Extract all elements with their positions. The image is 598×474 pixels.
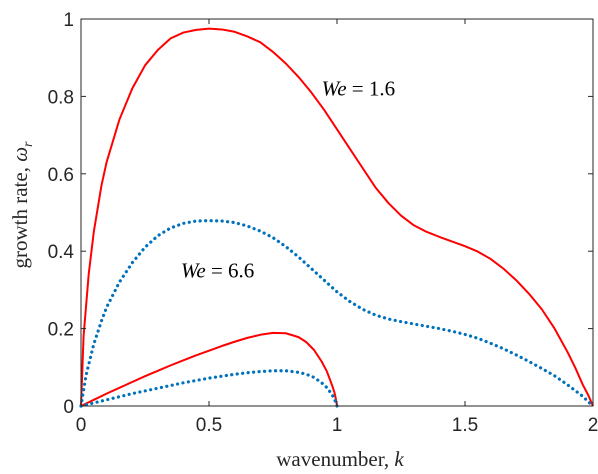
x-tick-label: 1 (332, 415, 343, 436)
x-tick-label: 0.5 (196, 415, 222, 436)
y-tick-label: 1 (63, 10, 74, 31)
annotations: We = 1.6 We = 6.6 (181, 77, 395, 283)
annotation-label: We = 6.6 (181, 259, 254, 283)
y-tick-label: 0.8 (48, 87, 74, 108)
annotation-label: We = 1.6 (322, 77, 395, 101)
x-tick-label: 1.5 (452, 415, 478, 436)
series-layer (79, 27, 595, 408)
y-tick-label: 0.6 (48, 165, 74, 186)
series-line-2 (79, 219, 595, 408)
series-line-1 (80, 27, 594, 407)
x-tick-label: 2 (588, 415, 598, 436)
y-axis-label: growth rate, ωr (8, 141, 36, 269)
series-line-4 (79, 369, 339, 408)
series-line-3 (80, 331, 338, 407)
x-tick-label: 0 (76, 415, 87, 436)
y-tick-label: 0.2 (48, 320, 74, 341)
ticks-layer: 0 0.5 1 1.5 2 0 0.2 0.4 0.6 0.8 1 (48, 10, 598, 436)
y-tick-label: 0.4 (48, 242, 75, 263)
x-axis-label: wavenumber, k (276, 447, 404, 471)
y-tick-label: 0 (63, 397, 74, 418)
